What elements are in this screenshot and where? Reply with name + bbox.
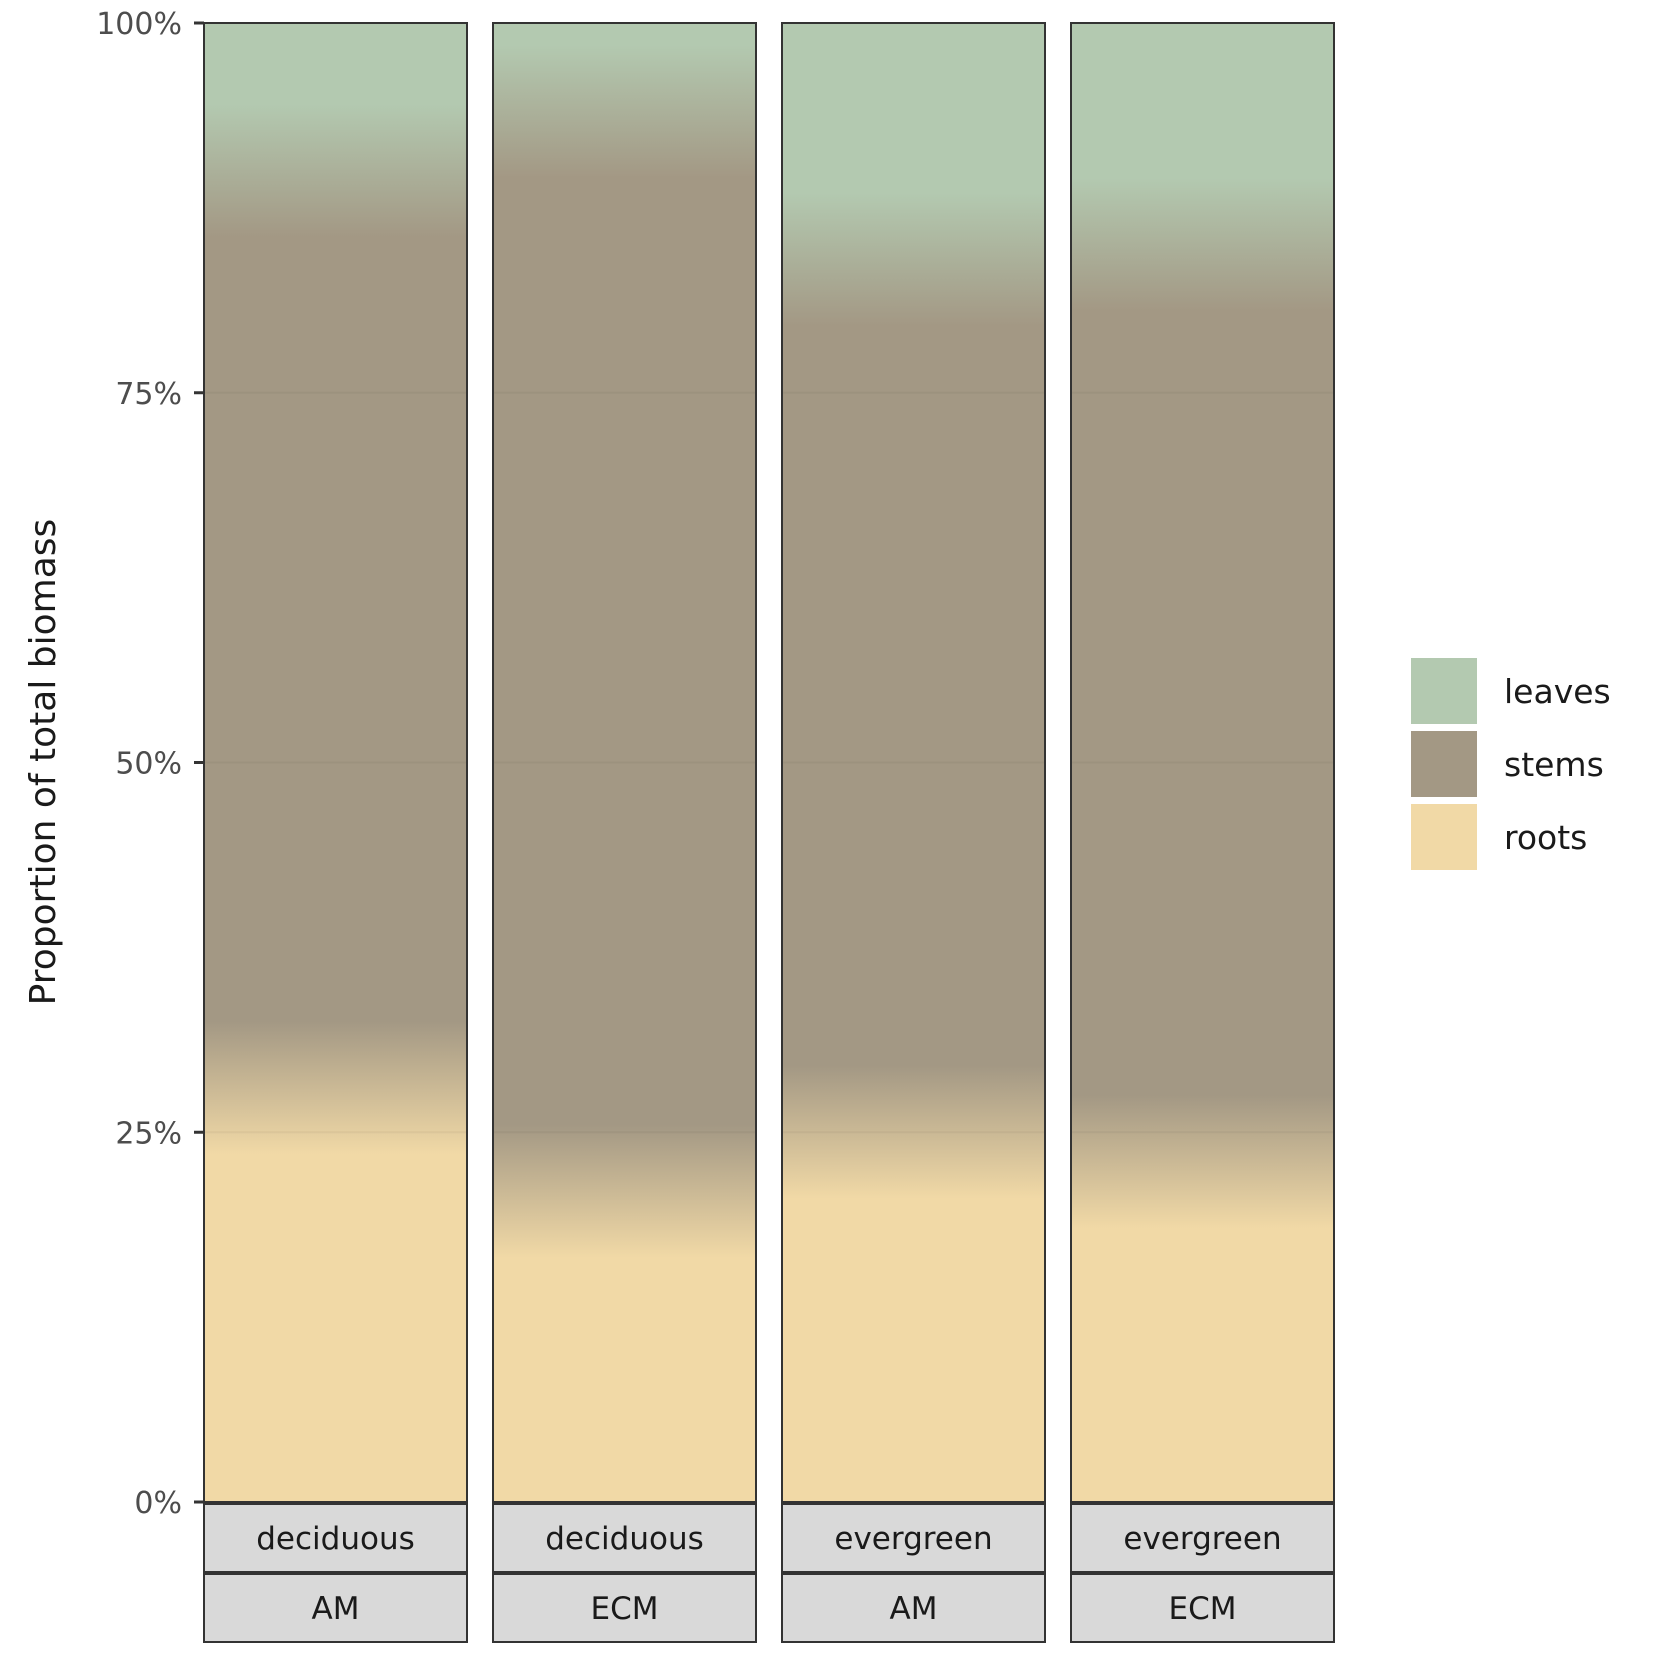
panel-fill xyxy=(493,23,756,1502)
legend-key-stems xyxy=(1411,731,1477,797)
bar-segment-roots xyxy=(782,1132,1045,1502)
facet-panel xyxy=(1070,22,1335,1503)
strip-label: AM xyxy=(312,1591,360,1627)
facet-panel xyxy=(492,22,757,1503)
strip-leaf-habit: deciduous xyxy=(492,1503,757,1573)
bar-segment-roots xyxy=(204,1088,467,1502)
facet-strips: deciduous AM deciduous ECM evergreen AM evergr… xyxy=(203,1503,1335,1643)
y-tick-label: 50% xyxy=(115,747,182,782)
panel-fill xyxy=(782,23,1045,1502)
strip-background xyxy=(1070,1503,1335,1573)
y-tick-label: 75% xyxy=(115,377,182,412)
strip-label: deciduous xyxy=(545,1521,704,1557)
strip-label: AM xyxy=(890,1591,938,1627)
strip-label: evergreen xyxy=(834,1521,992,1557)
bar-segment-stems xyxy=(204,171,467,1088)
strip-mycorrhiza: AM xyxy=(203,1573,468,1643)
strip-mycorrhiza: ECM xyxy=(1070,1573,1335,1643)
panel-border xyxy=(781,22,1046,1503)
panel-border xyxy=(1070,22,1335,1503)
facet-panel xyxy=(781,22,1046,1503)
panel-fill xyxy=(1071,23,1334,1502)
legend-item-roots: roots xyxy=(1411,804,1587,870)
strip-background xyxy=(203,1573,468,1643)
panel-fill xyxy=(204,23,467,1502)
facet-panels xyxy=(203,22,1335,1503)
bar-segment-stems xyxy=(1071,245,1334,1162)
strip-mycorrhiza: ECM xyxy=(492,1573,757,1643)
legend-key-roots xyxy=(1411,804,1477,870)
strip-label: deciduous xyxy=(256,1521,415,1557)
legend-item-leaves: leaves xyxy=(1411,658,1611,724)
y-tick-label: 0% xyxy=(134,1486,182,1521)
y-axis-title: Proportion of total biomass xyxy=(23,519,64,1006)
strip-leaf-habit: evergreen xyxy=(1070,1503,1335,1573)
y-axis: 0% 25% 50% 75% 100% xyxy=(96,7,204,1521)
legend-label: leaves xyxy=(1504,672,1611,711)
strip-label: evergreen xyxy=(1123,1521,1281,1557)
legend: leaves stems roots xyxy=(1411,658,1611,870)
strip-background xyxy=(1070,1573,1335,1643)
panel-border xyxy=(492,22,757,1503)
facet-panel xyxy=(203,22,468,1503)
legend-label: stems xyxy=(1504,745,1604,784)
strip-mycorrhiza: AM xyxy=(781,1573,1046,1643)
bar-segment-leaves xyxy=(1071,23,1334,245)
strip-label: ECM xyxy=(591,1591,659,1627)
bar-segment-roots xyxy=(1071,1162,1334,1502)
bar-segment-leaves xyxy=(782,23,1045,260)
strip-background xyxy=(492,1503,757,1573)
bar-segment-stems xyxy=(782,260,1045,1133)
bar-segment-roots xyxy=(493,1191,756,1502)
strip-leaf-habit: deciduous xyxy=(203,1503,468,1573)
strip-background xyxy=(492,1573,757,1643)
strip-background xyxy=(781,1503,1046,1573)
strip-background xyxy=(203,1503,468,1573)
legend-key-leaves xyxy=(1411,658,1477,724)
legend-item-stems: stems xyxy=(1411,731,1604,797)
strip-label: ECM xyxy=(1169,1591,1237,1627)
bar-segment-stems xyxy=(493,112,756,1192)
legend-label: roots xyxy=(1504,818,1587,857)
bar-segment-leaves xyxy=(493,23,756,112)
strip-leaf-habit: evergreen xyxy=(781,1503,1046,1573)
bar-segment-leaves xyxy=(204,23,467,171)
y-tick-label: 25% xyxy=(115,1116,182,1151)
y-tick-label: 100% xyxy=(96,7,182,42)
strip-background xyxy=(781,1573,1046,1643)
